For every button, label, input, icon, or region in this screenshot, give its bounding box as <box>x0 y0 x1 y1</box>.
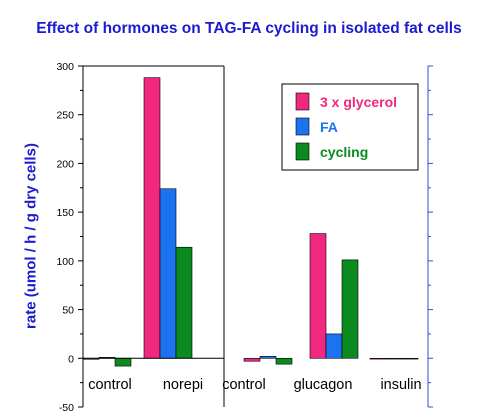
bar-fa-3 <box>259 356 277 359</box>
bar-glycerol-3 <box>243 357 261 362</box>
legend: 3 x glycerol FA cycling <box>281 83 419 171</box>
bars-layer <box>82 77 419 367</box>
bar-fa-4 <box>325 333 343 359</box>
category-label-5: insulin <box>380 377 421 393</box>
y-tick-label: 250 <box>56 110 74 122</box>
category-labels: control norepi control glucagon insulin <box>88 377 421 393</box>
y-tick-label: 200 <box>56 158 74 170</box>
bar-cycling-1 <box>114 357 132 367</box>
legend-swatch-fa <box>295 117 310 136</box>
chart-title: Effect of hormones on TAG-FA cycling in … <box>36 20 462 37</box>
y-tick-label: -50 <box>59 402 74 414</box>
bar-cycling-2 <box>175 246 193 359</box>
bar-glycerol-2 <box>143 77 161 359</box>
y-tick-label: 0 <box>68 353 74 365</box>
y-tick-label: 50 <box>62 305 74 317</box>
y-axis-ticks: -50 0 50 100 150 200 250 300 <box>56 61 433 414</box>
bar-glycerol-4 <box>309 233 327 359</box>
bar-cycling-3 <box>275 357 293 365</box>
bar-cycling-5 <box>401 357 419 360</box>
bar-fa-2 <box>159 188 177 359</box>
legend-swatch-glycerol <box>295 92 310 111</box>
bar-fa-5 <box>385 357 403 360</box>
category-label-1: control <box>88 377 132 393</box>
bar-cycling-4 <box>341 259 359 359</box>
legend-label-fa: FA <box>320 119 338 135</box>
legend-label-cycling: cycling <box>320 144 368 160</box>
category-label-4: glucagon <box>294 377 353 393</box>
legend-label-glycerol: 3 x glycerol <box>320 94 397 110</box>
legend-swatch-cycling <box>295 142 310 161</box>
y-tick-label: 150 <box>56 207 74 219</box>
y-tick-label: 100 <box>56 256 74 268</box>
bar-glycerol-5 <box>369 357 387 360</box>
category-label-2: norepi <box>163 377 203 393</box>
y-tick-label: 300 <box>56 61 74 73</box>
category-label-3: control <box>222 377 266 393</box>
